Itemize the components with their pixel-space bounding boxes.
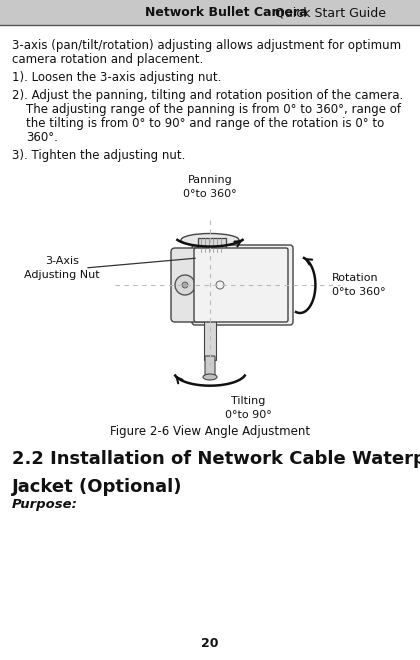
Text: camera rotation and placement.: camera rotation and placement.	[12, 53, 203, 66]
Ellipse shape	[203, 374, 217, 380]
Text: · Quick Start Guide: · Quick Start Guide	[263, 7, 386, 20]
Text: 3). Tighten the adjusting nut.: 3). Tighten the adjusting nut.	[12, 149, 185, 162]
Text: Rotation
0°to 360°: Rotation 0°to 360°	[332, 273, 386, 296]
Text: The adjusting range of the panning is from 0° to 360°, range of: The adjusting range of the panning is fr…	[26, 103, 401, 116]
Text: Network Bullet Camera: Network Bullet Camera	[145, 7, 307, 20]
Text: 3-Axis
Adjusting Nut: 3-Axis Adjusting Nut	[24, 256, 100, 280]
FancyBboxPatch shape	[194, 248, 288, 322]
Ellipse shape	[181, 234, 239, 246]
FancyBboxPatch shape	[0, 0, 420, 25]
FancyBboxPatch shape	[171, 248, 207, 322]
Text: 2.2 Installation of Network Cable Waterproof: 2.2 Installation of Network Cable Waterp…	[12, 450, 420, 468]
Text: 360°.: 360°.	[26, 131, 58, 144]
Text: Jacket (Optional): Jacket (Optional)	[12, 478, 183, 496]
Text: 2). Adjust the panning, tilting and rotation position of the camera.: 2). Adjust the panning, tilting and rota…	[12, 89, 403, 102]
FancyBboxPatch shape	[204, 248, 216, 360]
Text: Figure 2-6 View Angle Adjustment: Figure 2-6 View Angle Adjustment	[110, 426, 310, 438]
FancyBboxPatch shape	[198, 238, 226, 252]
Text: the tilting is from 0° to 90° and range of the rotation is 0° to: the tilting is from 0° to 90° and range …	[26, 117, 384, 130]
Text: Tilting
0°to 90°: Tilting 0°to 90°	[225, 397, 271, 420]
FancyBboxPatch shape	[192, 245, 293, 325]
Text: 3-axis (pan/tilt/rotation) adjusting allows adjustment for optimum: 3-axis (pan/tilt/rotation) adjusting all…	[12, 39, 401, 52]
Circle shape	[175, 275, 195, 295]
Text: Panning
0°to 360°: Panning 0°to 360°	[183, 176, 237, 199]
Text: Purpose:: Purpose:	[12, 498, 78, 511]
Text: 20: 20	[201, 637, 219, 650]
FancyBboxPatch shape	[205, 356, 215, 378]
Text: 1). Loosen the 3-axis adjusting nut.: 1). Loosen the 3-axis adjusting nut.	[12, 71, 221, 84]
Circle shape	[182, 282, 188, 288]
